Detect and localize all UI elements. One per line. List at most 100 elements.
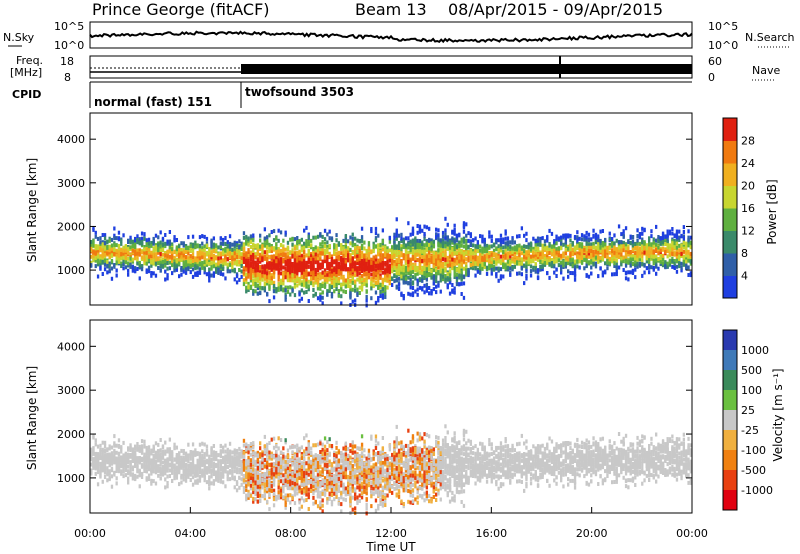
power-range-cell: [655, 245, 658, 250]
power-range-cell: [340, 269, 343, 273]
power-range-cell: [638, 251, 642, 256]
power-range-cell: [145, 250, 148, 255]
power-range-cell: [400, 262, 403, 267]
power-range-cell: [527, 242, 530, 247]
power-range-cell: [400, 244, 403, 249]
power-range-cell: [583, 234, 586, 239]
power-range-cell: [240, 246, 243, 251]
power-range-cell: [252, 253, 255, 257]
power-range-cell: [136, 267, 139, 271]
power-range-cell: [377, 263, 380, 268]
power-range-cell: [597, 234, 600, 239]
power-range-cell: [180, 248, 183, 252]
power-range-cell: [266, 249, 269, 254]
power-range-cell: [319, 294, 322, 299]
cpid-panel: CPID normal (fast) 151 twofsound 3503: [12, 81, 692, 109]
power-range-cell: [391, 283, 394, 287]
power-range-cell: [238, 239, 241, 244]
power-range-cell: [446, 271, 449, 276]
power-range-cell: [115, 268, 118, 273]
power-range-cell: [354, 288, 357, 293]
power-range-cell: [631, 254, 635, 259]
power-range-cell: [110, 276, 114, 281]
power-range-cell: [150, 241, 153, 245]
power-range-cell: [587, 254, 591, 259]
power-range-cell: [532, 253, 535, 258]
power-range-cell: [615, 254, 618, 259]
power-range-cell: [247, 264, 250, 269]
power-range-cell: [296, 265, 299, 270]
power-range-cell: [277, 265, 280, 270]
power-range-cell: [488, 266, 491, 271]
power-range-cell: [441, 257, 445, 262]
power-range-cell: [439, 258, 442, 263]
power-range-cell: [354, 279, 357, 284]
power-range-cell: [511, 238, 514, 243]
power-range-cell: [601, 252, 605, 257]
power-range-cell: [333, 268, 336, 272]
power-range-cell: [391, 249, 394, 254]
power-range-cell: [613, 241, 616, 246]
power-range-cell: [140, 264, 144, 269]
power-range-cell: [284, 270, 287, 275]
power-range-cell: [636, 248, 639, 253]
power-range-cell: [312, 257, 315, 262]
power-range-cell: [321, 240, 324, 245]
power-range-cell: [604, 242, 607, 247]
power-range-cell: [252, 279, 255, 284]
power-range-cell: [386, 255, 389, 260]
power-range-cell: [372, 272, 375, 277]
power-range-cell: [548, 275, 551, 280]
power-range-cell: [182, 253, 185, 258]
power-range-cell: [381, 241, 385, 246]
power-range-cell: [256, 286, 260, 291]
power-range-cell: [569, 253, 572, 258]
power-range-cell: [238, 260, 241, 264]
power-range-cell: [296, 245, 299, 250]
power-range-cell: [316, 283, 320, 288]
power-range-cell: [307, 287, 310, 292]
power-range-cell: [421, 242, 424, 247]
power-range-cell: [381, 239, 385, 244]
power-range-cell: [465, 268, 468, 273]
power-range-cell: [608, 231, 611, 236]
power-range-cell: [305, 244, 308, 248]
power-range-cell: [499, 254, 503, 259]
power-range-cell: [330, 294, 334, 299]
power-range-cell: [238, 262, 241, 267]
power-range-cell: [266, 271, 269, 276]
power-range-cell: [608, 237, 611, 242]
power-range-cell: [358, 251, 361, 255]
power-range-cell: [448, 291, 452, 296]
power-range-cell: [546, 250, 549, 255]
power-range-cell: [286, 262, 290, 267]
power-range-cell: [648, 238, 651, 243]
power-range-cell: [323, 241, 327, 246]
power-range-cell: [585, 235, 588, 240]
power-range-cell: [120, 264, 123, 268]
power-range-cell: [305, 275, 308, 280]
power-range-cell: [106, 240, 109, 245]
power-range-cell: [404, 252, 408, 257]
power-range-cell: [432, 281, 436, 286]
power-range-cell: [571, 242, 574, 247]
power-range-cell: [328, 277, 331, 282]
power-range-cell: [648, 270, 651, 275]
power-range-cell: [349, 278, 352, 283]
power-range-cell: [354, 266, 357, 271]
power-range-cell: [606, 248, 609, 253]
power-range-cell: [101, 259, 104, 264]
power-range-cell: [219, 236, 223, 241]
power-range-cell: [594, 232, 598, 237]
power-range-cell: [122, 251, 125, 256]
power-range-cell: [187, 267, 190, 272]
power-range-cell: [326, 245, 329, 249]
power-range-cell: [314, 252, 317, 257]
power-range-cell: [117, 236, 121, 241]
power-range-cell: [284, 288, 287, 293]
power-range-cell: [314, 291, 317, 296]
power-range-cell: [344, 265, 348, 270]
power-range-cell: [430, 259, 433, 264]
power-range-cell: [428, 226, 431, 231]
power-range-cell: [286, 246, 290, 251]
